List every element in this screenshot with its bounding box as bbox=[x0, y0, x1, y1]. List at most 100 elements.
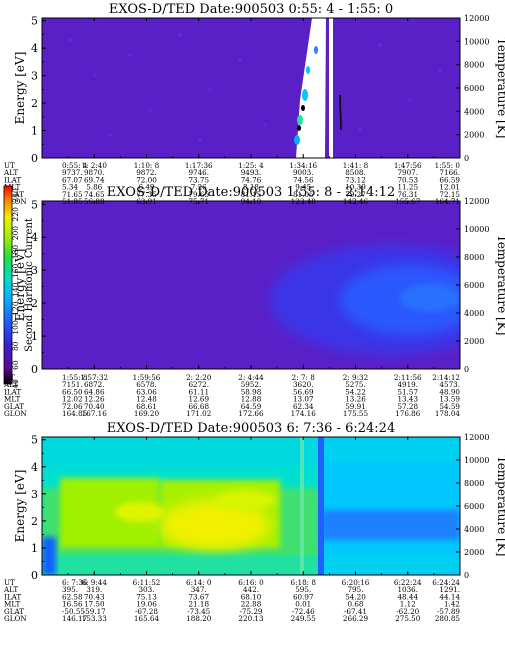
panel-1-cell-mlt: 8.18 bbox=[243, 183, 259, 192]
panel-2-row-label-glat: GLAT bbox=[4, 402, 24, 411]
panel-2-cell-ut: 2:11:56 bbox=[394, 373, 422, 382]
panel-3-cell-alt: 442. bbox=[243, 585, 259, 594]
panel-3-cell-ilat: 48.44 bbox=[397, 592, 418, 601]
panel-1-cell-mlt: 5.34 bbox=[62, 183, 78, 192]
panel-1-cell-mlt: 5.86 bbox=[86, 183, 102, 192]
panel-3-title: EXOS-D/TED Date:900503 6: 7:36 - 6:24:24 bbox=[107, 421, 395, 436]
panel-2-cell-ut: 2: 2:20 bbox=[186, 373, 212, 382]
panel-3-cell-mlt: 16.56 bbox=[62, 600, 83, 609]
panel-1-cell-alt: 9493. bbox=[241, 168, 262, 177]
panel-1-cell-mlt: 12.01 bbox=[439, 183, 460, 192]
panel-2-row-label-alt: ALT bbox=[3, 380, 18, 389]
panel-3-cell-glon: 153.33 bbox=[82, 614, 108, 623]
panel-3-cell-alt: 303. bbox=[138, 585, 154, 594]
panel-2-cell-ut: 2: 4:44 bbox=[238, 373, 264, 382]
panel-3-ytick-right-label: 2000 bbox=[464, 548, 484, 557]
panel-1-ytick-label: 5 bbox=[31, 15, 38, 28]
panel-3-cell-glon: 165.64 bbox=[134, 614, 160, 623]
panel-3-cell-glon: 220.13 bbox=[238, 614, 264, 623]
panel-2-cell-glon: 172.66 bbox=[238, 409, 264, 418]
panel-3-cell-ilat: 73.67 bbox=[188, 592, 209, 601]
panel-2-cell-ilat: 51.57 bbox=[397, 387, 418, 396]
panel-2-cell-ut: 1:57:32 bbox=[80, 373, 108, 382]
panel-3-cell-glon: 146.17 bbox=[62, 614, 88, 623]
panel-2-ytick-label: 3 bbox=[31, 264, 38, 277]
panel-2-ytick-right-label: 8000 bbox=[464, 253, 484, 262]
panel-1-cell-glat: 77.35 bbox=[136, 190, 157, 199]
panel-1-cell-mlt: 10.39 bbox=[345, 183, 366, 192]
panel-3-cell-ilat: 54.20 bbox=[345, 592, 366, 601]
panel-3-cell-glat: -62.20 bbox=[396, 607, 419, 616]
panel-2-cell-mlt: 12.26 bbox=[84, 395, 105, 404]
panel-1-ytick-label: 4 bbox=[31, 42, 38, 55]
panel-1-cell-ut: 1:10: 8 bbox=[134, 161, 160, 170]
panel-2-cell-mlt: 12.02 bbox=[62, 395, 83, 404]
panel-2-cell-alt: 5952. bbox=[241, 380, 262, 389]
panel-2-ytick-right-label: 2000 bbox=[464, 337, 484, 346]
colorbar-tick-label: 40 bbox=[11, 379, 20, 389]
panel-2-cell-glon: 167.16 bbox=[82, 409, 108, 418]
panel-2-ytick-right-label: 6000 bbox=[464, 281, 484, 290]
panel-1-cell-ilat: 72.00 bbox=[136, 175, 157, 184]
panel-2-cell-ilat: 56.69 bbox=[293, 387, 314, 396]
panel-3-cell-glat: -67.28 bbox=[135, 607, 158, 616]
panel-3-ytick-label: 0 bbox=[31, 569, 38, 582]
panel-2-title: EXOS-D/TED Date:900503 1:55: 8 - 2:14:12 bbox=[107, 185, 395, 200]
panel-1-cell-ut: 1: 2:40 bbox=[82, 161, 108, 170]
panel-1-cell-alt: 9737. bbox=[62, 168, 83, 177]
panel-3-cell-ut: 6:24:24 bbox=[432, 578, 460, 587]
panel-2-cell-mlt: 13.43 bbox=[397, 395, 418, 404]
panel-1-cell-glat: 72.15 bbox=[439, 190, 460, 199]
panel-2-ytick-label: 0 bbox=[31, 363, 38, 376]
panel-3-cell-ilat: 60.97 bbox=[293, 592, 314, 601]
panel-3-cell-glon: 280.85 bbox=[435, 614, 461, 623]
panel-3-cell-ut: 6:11:52 bbox=[133, 578, 161, 587]
panel-2-ytick-label: 4 bbox=[31, 231, 38, 244]
panel-2-cell-mlt: 12.88 bbox=[241, 395, 262, 404]
panel-1-cell-alt: 7907. bbox=[397, 168, 418, 177]
panel-2-spectrogram bbox=[42, 201, 460, 369]
panel-2-cell-glat: 70.40 bbox=[84, 402, 105, 411]
panel-2-cell-glat: 57.28 bbox=[397, 402, 418, 411]
panel-3-ytick-right-label: 4000 bbox=[464, 525, 484, 534]
colorbar-label: Second Harmonic Current bbox=[24, 218, 35, 352]
panel-1-gap-edge-noise bbox=[294, 46, 342, 145]
panel-1-cell-mlt: 6.49 bbox=[138, 183, 154, 192]
panel-1-row-label-glon: GLON bbox=[4, 197, 27, 206]
panel-2-cell-mlt: 13.59 bbox=[439, 395, 460, 404]
panel-1-ytick-right-label: 6000 bbox=[464, 84, 484, 93]
panel-3-ytick-right-label: 10000 bbox=[464, 456, 489, 465]
panel-1-row-label-glat: GLAT bbox=[4, 190, 24, 199]
panel-3-cell-glat: -72.46 bbox=[292, 607, 315, 616]
panel-1-cell-ilat: 74.56 bbox=[293, 175, 314, 184]
panel-1-cell-ut: 1:17:36 bbox=[185, 161, 213, 170]
colorbar-tick-label: 60 bbox=[11, 360, 20, 370]
panel-1-cell-glat: 76.31 bbox=[397, 190, 418, 199]
colorbar-tick-label: 220 bbox=[11, 207, 20, 222]
panel-1-cell-glat: 74.65 bbox=[84, 190, 105, 199]
panel-3-cell-mlt: 17.50 bbox=[84, 600, 105, 609]
panel-3-cell-glat: -50.55 bbox=[62, 607, 85, 616]
panel-2-cell-ut: 1:55: 8 bbox=[62, 373, 88, 382]
panel-2-cell-ut: 2: 9:32 bbox=[343, 373, 368, 382]
panel-2-cell-alt: 7151. bbox=[62, 380, 83, 389]
panel-1-cell-glat: 79.65 bbox=[188, 190, 209, 199]
panel-3-ytick-label: 2 bbox=[31, 515, 38, 528]
panel-1-cell-ilat: 73.75 bbox=[188, 175, 209, 184]
panel-3-cell-ilat: 44.14 bbox=[439, 592, 460, 601]
panel-1-ytick-label: 2 bbox=[31, 97, 38, 110]
panel-1-cell-glat: 71.65 bbox=[62, 190, 83, 199]
panel-2-cell-ilat: 48.90 bbox=[439, 387, 460, 396]
panel-1-data-gap-left bbox=[296, 18, 326, 158]
panel-1-ytick-label: 3 bbox=[31, 70, 38, 83]
panel-1-cell-ilat: 66.59 bbox=[439, 175, 460, 184]
panel-3-row-label-ilat: ILAT bbox=[4, 592, 21, 601]
panel-3-cell-alt: 395. bbox=[62, 585, 78, 594]
panel-1-ylabel: Energy [eV] bbox=[13, 52, 27, 125]
panel-2-cell-ilat: 54.22 bbox=[345, 387, 366, 396]
panel-3-row-label-alt: ALT bbox=[3, 585, 18, 594]
panel-2-cell-glon: 171.02 bbox=[186, 409, 211, 418]
panel-3-cell-mlt: 19.06 bbox=[136, 600, 157, 609]
panel-1-cell-alt: 9746. bbox=[188, 168, 209, 177]
